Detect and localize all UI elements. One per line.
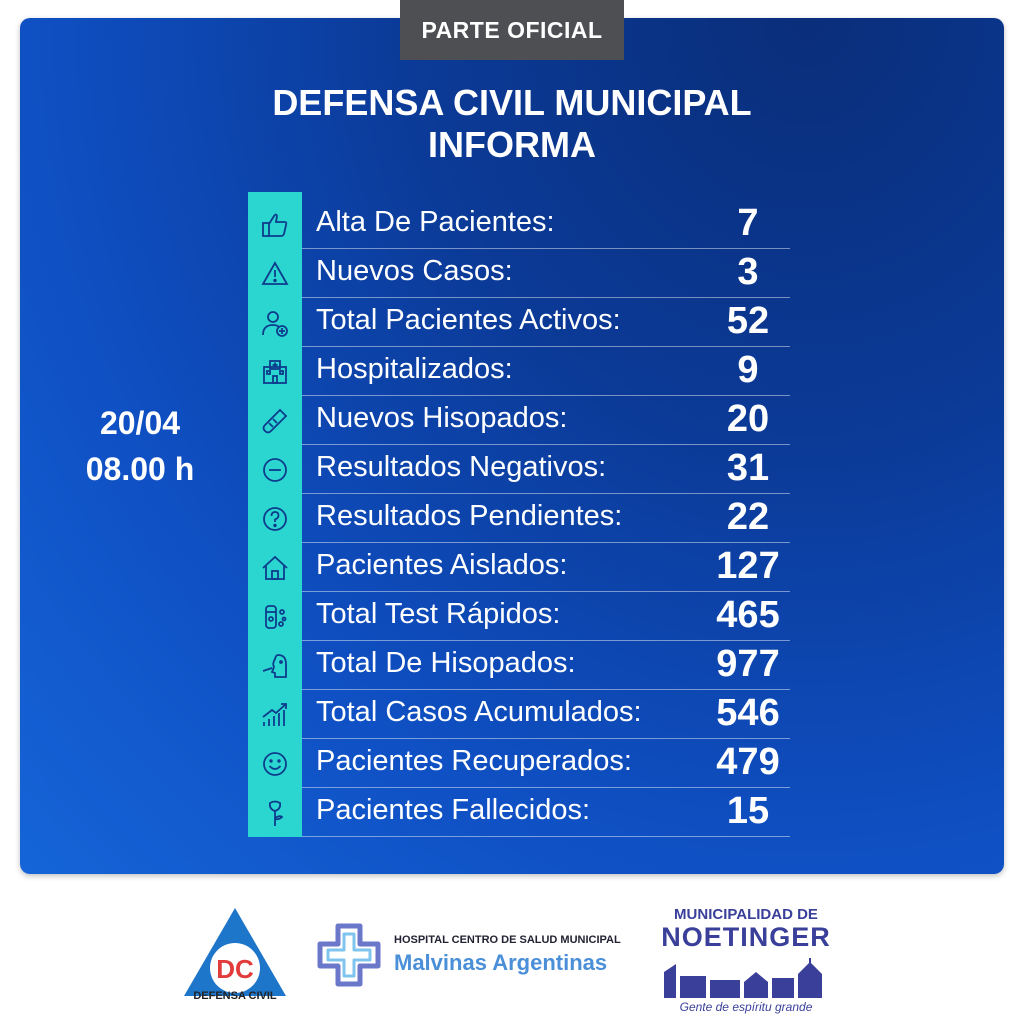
stat-label: Pacientes Aislados: (316, 549, 568, 581)
stat-label: Total Casos Acumulados: (316, 696, 642, 728)
stat-value: 127 (716, 545, 780, 587)
warning-icon (248, 249, 302, 298)
swab-icon (248, 396, 302, 445)
stat-label: Total Test Rápidos: (316, 598, 561, 630)
stat-value: 9 (737, 349, 759, 391)
stat-row: Hospitalizados: 9 (248, 347, 808, 396)
row-divider (302, 493, 790, 494)
municipality-slogan: Gente de espíritu grande (679, 1000, 813, 1014)
stat-row: Pacientes Fallecidos: 15 (248, 788, 808, 837)
stat-row: Resultados Negativos: 31 (248, 445, 808, 494)
row-divider (302, 346, 790, 347)
dc-caption: DEFENSA CIVIL (193, 990, 277, 1002)
stat-value: 20 (726, 398, 770, 440)
stat-value: 7 (737, 202, 759, 244)
stat-row: Resultados Pendientes: 22 (248, 494, 808, 543)
row-divider (302, 689, 790, 690)
hospital-subtitle: HOSPITAL CENTRO DE SALUD MUNICIPAL (394, 934, 621, 946)
stat-row: Nuevos Hisopados: 20 (248, 396, 808, 445)
stat-row: Total De Hisopados: 977 (248, 641, 808, 690)
stat-label: Resultados Pendientes: (316, 500, 623, 532)
hospital-icon (248, 347, 302, 396)
title-line-1: DEFENSA CIVIL MUNICIPAL (272, 82, 752, 123)
footer-logos: DC DEFENSA CIVIL HOSPITAL CENTRO DE SALU… (0, 880, 1024, 1024)
minus-circle-icon (248, 445, 302, 494)
stat-label: Pacientes Fallecidos: (316, 794, 591, 826)
stat-value: 977 (716, 643, 780, 685)
stat-value: 15 (726, 790, 770, 832)
stat-row: Pacientes Recuperados: 479 (248, 739, 808, 788)
stat-value: 479 (716, 741, 780, 783)
test-tube-icon (248, 592, 302, 641)
official-tag: PARTE OFICIAL (400, 0, 624, 60)
house-icon (248, 543, 302, 592)
row-divider (302, 248, 790, 249)
stat-row: Total Test Rápidos: 465 (248, 592, 808, 641)
patient-icon (248, 298, 302, 347)
row-divider (302, 787, 790, 788)
report-date: 20/04 (99, 405, 181, 441)
stat-row: Total Casos Acumulados: 546 (248, 690, 808, 739)
stat-label: Alta De Pacientes: (316, 206, 555, 238)
hospital-logo: HOSPITAL CENTRO DE SALUD MUNICIPAL Malvi… (312, 920, 642, 990)
stat-value: 22 (726, 496, 770, 538)
stat-row: Pacientes Aislados: 127 (248, 543, 808, 592)
medical-cross-icon (317, 923, 381, 987)
question-circle-icon (248, 494, 302, 543)
report-datetime: 20/04 08.00 h (60, 400, 220, 492)
town-skyline-icon (664, 958, 822, 998)
stat-row: Nuevos Casos: 3 (248, 249, 808, 298)
municipality-label: MUNICIPALIDAD DE (674, 906, 818, 923)
stat-label: Total Pacientes Activos: (316, 304, 621, 336)
row-divider (302, 738, 790, 739)
page-title: DEFENSA CIVIL MUNICIPAL INFORMA (0, 82, 1024, 166)
stat-label: Nuevos Casos: (316, 255, 513, 287)
row-divider (302, 640, 790, 641)
rose-icon (248, 788, 302, 837)
hospital-name: Malvinas Argentinas (394, 950, 608, 975)
thumbs-up-icon (248, 200, 302, 249)
stat-label: Hospitalizados: (316, 353, 513, 385)
report-panel (20, 18, 1004, 874)
stats-list: Alta De Pacientes: 7 Nuevos Casos: 3 Tot… (248, 200, 808, 837)
dc-letters: DC (216, 954, 254, 984)
stat-value: 546 (716, 692, 780, 734)
stat-label: Nuevos Hisopados: (316, 402, 568, 434)
title-line-2: INFORMA (428, 124, 596, 165)
stat-value: 31 (726, 447, 770, 489)
report-time: 08.00 h (85, 451, 195, 487)
defensa-civil-logo: DC (184, 908, 286, 996)
row-divider (302, 395, 790, 396)
row-divider (302, 444, 790, 445)
growth-chart-icon (248, 690, 302, 739)
nasal-swab-icon (248, 641, 302, 690)
stat-row: Alta De Pacientes: 7 (248, 200, 808, 249)
stat-label: Pacientes Recuperados: (316, 745, 632, 777)
stat-label: Total De Hisopados: (316, 647, 576, 679)
municipality-logo: MUNICIPALIDAD DE NOETINGER Gente de espí… (656, 902, 836, 1022)
row-divider (302, 591, 790, 592)
stat-value: 52 (726, 300, 770, 342)
stat-row: Total Pacientes Activos: 52 (248, 298, 808, 347)
stat-value: 3 (737, 251, 759, 293)
municipality-name: NOETINGER (661, 922, 831, 952)
stat-label: Resultados Negativos: (316, 451, 607, 483)
stat-value: 465 (716, 594, 780, 636)
row-divider (302, 836, 790, 837)
row-divider (302, 297, 790, 298)
row-divider (302, 542, 790, 543)
icon-column (248, 192, 302, 837)
smile-icon (248, 739, 302, 788)
